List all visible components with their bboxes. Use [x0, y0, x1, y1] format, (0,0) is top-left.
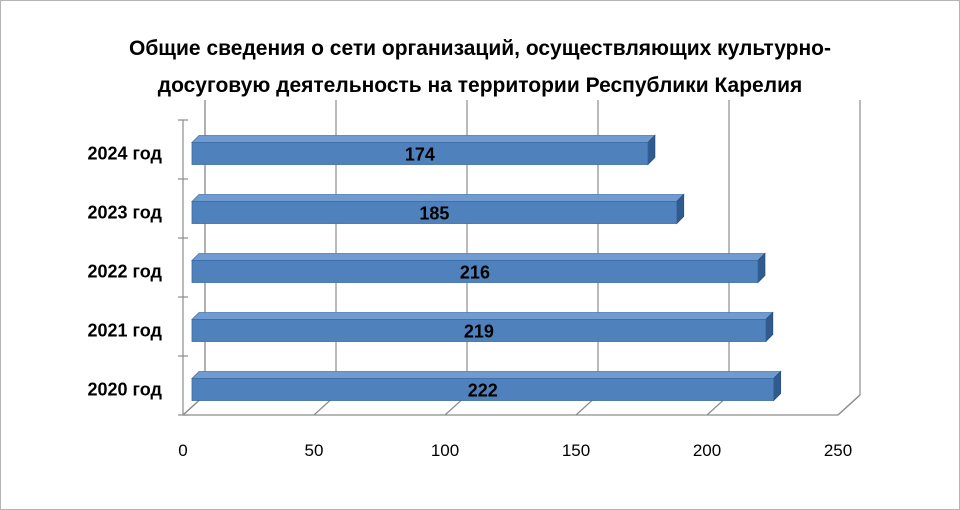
y-tick-label: 2020 год	[88, 380, 163, 400]
y-tick-label: 2024 год	[88, 144, 163, 164]
y-tick-label: 2023 год	[88, 203, 163, 223]
bar	[191, 201, 678, 224]
data-label: 216	[460, 263, 490, 283]
floor-right-edge	[837, 394, 861, 416]
bar-layer	[191, 134, 782, 402]
bar-top-face	[191, 194, 685, 202]
bar-top-face	[191, 371, 782, 379]
y-tick-label: 2022 год	[88, 262, 163, 282]
x-tick-label: 100	[431, 441, 459, 460]
x-tick-label: 200	[693, 441, 721, 460]
data-label: 174	[405, 145, 435, 165]
x-tick-label: 50	[305, 441, 324, 460]
data-label: 185	[419, 204, 449, 224]
x-tick-label: 250	[824, 441, 852, 460]
chart-title: Общие сведения о сети организаций, осуще…	[40, 30, 920, 104]
chart-title-line-2: досуговую деятельность на территории Рес…	[157, 74, 803, 97]
y-tick-label: 2021 год	[88, 321, 163, 341]
chart-title-line-1: Общие сведения о сети организаций, осуще…	[129, 37, 831, 60]
label-layer: 0 50 100 150 200 250 174 2024 год 185 2023 год 216…	[88, 144, 853, 461]
bar-top-face	[191, 135, 656, 143]
bar	[191, 260, 759, 283]
x-tick-label: 0	[178, 441, 187, 460]
bar-top-face	[191, 312, 774, 320]
axis-layer	[178, 100, 861, 416]
bar-top-face	[191, 253, 766, 261]
bar	[191, 319, 767, 342]
x-tick-label: 150	[562, 441, 590, 460]
data-label: 222	[468, 381, 498, 401]
data-label: 219	[464, 322, 494, 342]
bar	[191, 142, 649, 165]
bar	[191, 378, 775, 401]
